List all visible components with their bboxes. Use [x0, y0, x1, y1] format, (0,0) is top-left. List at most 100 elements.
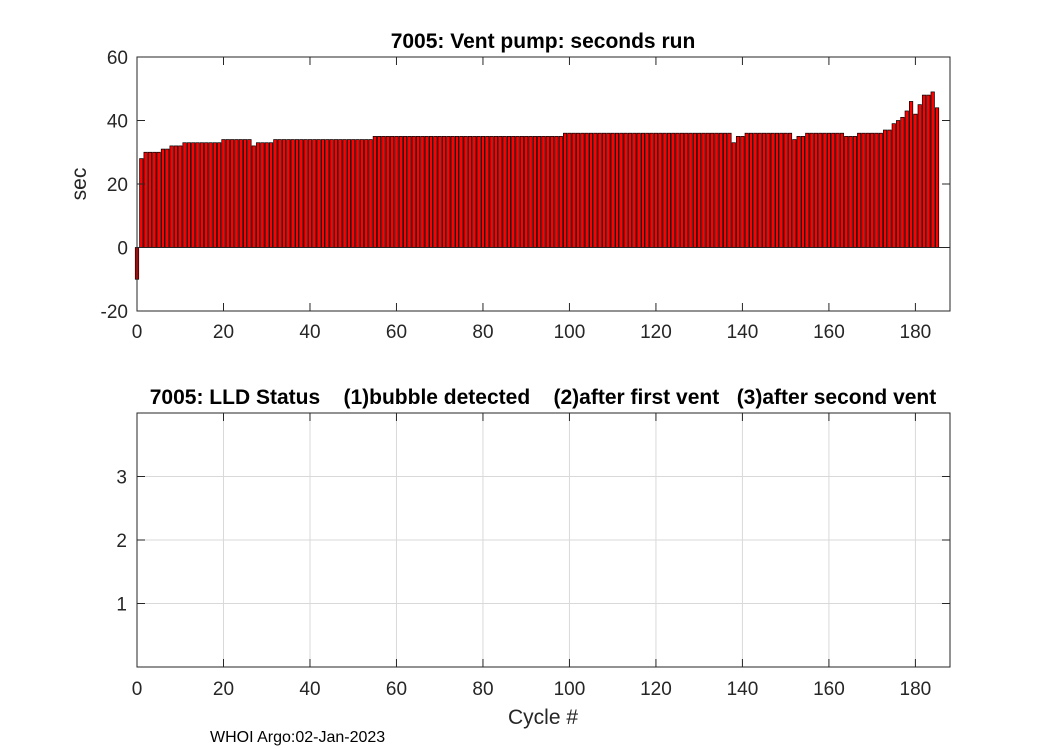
vent-pump-bar: [913, 113, 918, 248]
vent-pump-x-ticks: 0 20 40 60 80 100 120 140 160 180: [132, 57, 932, 343]
vent-pump-bar: [606, 132, 611, 248]
vent-pump-bar: [632, 132, 637, 248]
vent-pump-bar: [809, 132, 814, 248]
lld-status-x-tick-label: 60: [386, 679, 407, 700]
vent-pump-bar: [195, 142, 200, 248]
vent-pump-bar: [718, 132, 723, 248]
vent-pump-x-tick-label: 100: [554, 322, 586, 343]
vent-pump-bar: [351, 139, 356, 248]
vent-pump-bar: [692, 132, 697, 248]
vent-pump-bar: [714, 132, 719, 248]
vent-pump-bar: [813, 132, 819, 248]
vent-pump-bar: [333, 139, 339, 248]
vent-pump-x-tick-label: 140: [727, 322, 759, 343]
vent-pump-bar: [865, 132, 870, 248]
vent-pump-bar: [511, 136, 516, 248]
vent-pump-bar: [558, 136, 563, 248]
vent-pump-x-tick-label: 20: [213, 322, 234, 343]
lld-status-x-ticks: 0 20 40 60 80 100 120 140 160 180: [132, 413, 931, 700]
lld-status-x-tick-label: 0: [132, 679, 143, 700]
vent-pump-bar: [299, 139, 304, 248]
vent-pump-bar: [567, 132, 572, 248]
vent-pump-bar: [532, 136, 537, 248]
vent-pump-bar: [705, 132, 710, 248]
vent-pump-bar: [727, 132, 732, 248]
vent-pump-bar: [424, 136, 429, 248]
vent-pump-bar: [917, 104, 922, 248]
vent-pump-bar: [844, 136, 849, 248]
vent-pump-bar: [450, 136, 455, 248]
vent-pump-bar: [610, 132, 615, 248]
vent-pump-bar: [147, 151, 153, 248]
vent-pump-bar: [316, 139, 321, 248]
lld-status-grid: [136, 413, 950, 667]
vent-pump-bar: [260, 142, 265, 248]
vent-pump-bar: [831, 132, 836, 248]
vent-pump-bar: [467, 136, 473, 248]
vent-pump-bar: [736, 136, 741, 248]
vent-pump-bar: [640, 132, 646, 248]
vent-pump-bar: [385, 136, 390, 248]
vent-pump-bar: [900, 116, 905, 248]
vent-pump-y-axis-label: sec: [68, 168, 91, 201]
vent-pump-y-tick-label: -20: [101, 302, 128, 323]
vent-pump-bar: [377, 136, 382, 248]
vent-pump-bar: [874, 132, 879, 248]
vent-pump-bar: [619, 132, 624, 248]
vent-pump-bar: [908, 101, 914, 248]
vent-pump-bar: [883, 129, 888, 248]
vent-pump-bar: [528, 136, 533, 248]
vent-pump-y-tick-label: 40: [107, 112, 128, 133]
vent-pump-bar: [636, 132, 641, 248]
vent-pump-bar: [277, 139, 282, 248]
vent-pump-bar: [783, 132, 788, 248]
vent-pump-bar: [688, 132, 693, 248]
vent-pump-bar: [264, 142, 269, 248]
vent-pump-bar: [554, 136, 559, 248]
lld-status-x-tick-label: 40: [299, 679, 320, 700]
lld-status-x-tick-label: 100: [554, 679, 586, 700]
vent-pump-bar: [320, 139, 326, 248]
vent-pump-bar: [601, 132, 607, 248]
vent-pump-bar: [294, 139, 300, 248]
vent-pump-bar: [143, 151, 148, 248]
vent-pump-bar: [303, 139, 308, 248]
vent-pump-bar: [493, 136, 499, 248]
vent-pump-bar: [152, 151, 157, 248]
vent-pump-bar: [346, 139, 351, 248]
vent-pump-bar: [519, 136, 524, 248]
vent-pump-bar: [165, 148, 170, 248]
vent-pump-bar: [446, 136, 451, 248]
vent-pump-y-tick-label: 0: [117, 239, 128, 260]
vent-pump-bar: [394, 136, 399, 248]
vent-pump-bar: [896, 120, 901, 248]
vent-pump-bar: [234, 139, 239, 248]
vent-pump-bar: [627, 132, 633, 248]
vent-pump-bar: [407, 136, 412, 248]
vent-pump-bar: [550, 136, 555, 248]
vent-pump-bar: [420, 136, 425, 248]
vent-pump-bar: [774, 132, 780, 248]
vent-pump-bar: [238, 139, 243, 248]
vent-pump-bar: [217, 142, 222, 248]
vent-pump-x-tick-label: 80: [472, 322, 493, 343]
vent-pump-x-tick-label: 180: [900, 322, 932, 343]
vent-pump-x-tick-label: 40: [299, 322, 320, 343]
vent-pump-bar: [199, 142, 204, 248]
vent-pump-bar: [437, 136, 442, 248]
vent-pump-bar: [268, 142, 274, 248]
vent-pump-bar: [182, 142, 187, 248]
vent-pump-bar: [243, 139, 248, 248]
vent-pump-bar: [225, 139, 230, 248]
lld-status-x-tick-label: 160: [813, 679, 845, 700]
vent-pump-bar: [787, 132, 793, 248]
vent-pump-bar: [800, 136, 806, 248]
vent-pump-bar: [822, 132, 827, 248]
vent-pump-bar: [191, 142, 196, 248]
vent-pump-bar: [779, 132, 784, 248]
vent-pump-bar: [247, 139, 252, 248]
vent-pump-bar: [597, 132, 602, 248]
lld-status-x-tick-label: 20: [213, 679, 234, 700]
vent-pump-bar: [666, 132, 671, 248]
